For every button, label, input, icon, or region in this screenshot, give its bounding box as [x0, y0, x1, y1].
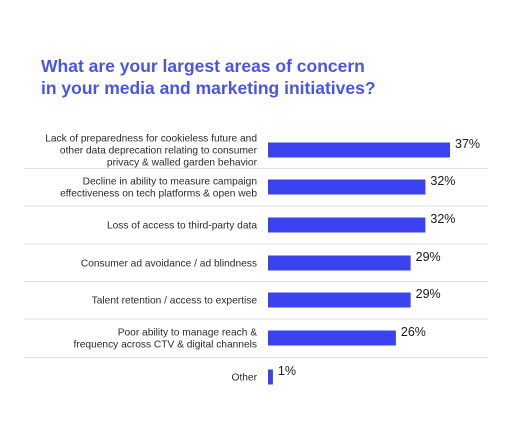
category-label-1: Decline in ability to measure campaign ef… [60, 176, 257, 199]
category-label-0-line-0: Lack of preparedness for cookieless futu… [45, 133, 257, 144]
category-label-6: Other [232, 373, 258, 384]
category-label-3: Consumer ad avoidance / ad blindness [81, 259, 257, 270]
value-label-0: 37% [455, 137, 480, 151]
chart-title-line-1: What are your largest areas of concern [41, 56, 365, 76]
category-label-1-line-0: Decline in ability to measure campaign [83, 176, 257, 187]
category-label-6-line-0: Other [232, 373, 258, 384]
category-label-0-line-2: privacy & walled garden behavior [107, 158, 258, 169]
category-label-5: Poor ability to manage reach & frequency … [74, 327, 258, 350]
value-label-6: 1% [278, 364, 296, 378]
category-label-4: Talent retention / access to expertise [92, 296, 258, 307]
bar-6 [268, 369, 273, 385]
category-label-1-line-1: effectiveness on tech platforms & open w… [60, 189, 257, 200]
category-label-2-line-0: Loss of access to third-party data [107, 221, 257, 232]
value-label-4: 29% [416, 287, 441, 301]
bar-5 [268, 330, 396, 346]
category-label-3-line-0: Consumer ad avoidance / ad blindness [81, 259, 257, 270]
value-label-5: 26% [401, 325, 426, 339]
value-label-1: 32% [430, 174, 455, 188]
value-label-2: 32% [430, 212, 455, 226]
bar-3 [268, 255, 411, 271]
chart-title-line-2: in your media and marketing initiatives? [41, 78, 376, 98]
category-label-0-line-1: other data deprecation relating to consu… [60, 146, 258, 157]
value-label-3: 29% [416, 250, 441, 264]
category-label-2: Loss of access to third-party data [107, 221, 257, 232]
category-label-0: Lack of preparedness for cookieless futu… [45, 133, 257, 168]
category-label-4-line-0: Talent retention / access to expertise [92, 296, 258, 307]
bar-2 [268, 217, 426, 233]
category-label-5-line-1: frequency across CTV & digital channels [74, 340, 257, 351]
bar-1 [268, 179, 426, 195]
chart-title: What are your largest areas of concern i… [41, 55, 481, 99]
bar-4 [268, 292, 411, 308]
category-label-5-line-0: Poor ability to manage reach & [118, 327, 258, 338]
bar-0 [268, 142, 450, 158]
